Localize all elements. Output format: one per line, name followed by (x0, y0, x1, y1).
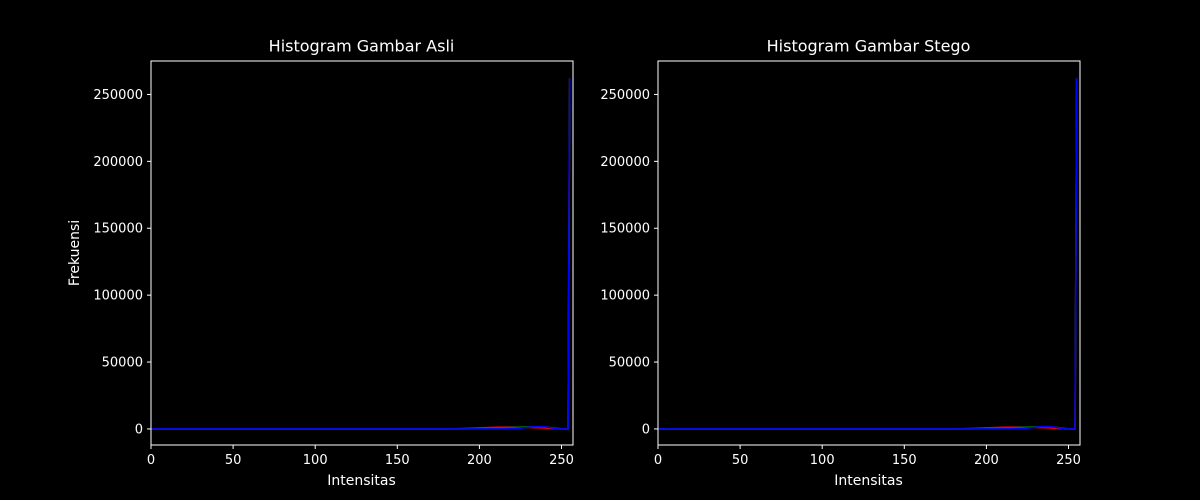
chart-stego-y-tick-label: 250000 (600, 88, 650, 103)
chart-stego-x-tick-label: 50 (732, 453, 749, 468)
chart-original-y-tick-label: 200000 (93, 155, 143, 170)
chart-original-x-tick-label: 100 (303, 453, 328, 468)
chart-original-ylabel: Frekuensi (67, 220, 83, 286)
chart-stego-title: Histogram Gambar Stego (767, 37, 971, 56)
chart-original-y-tick-label: 150000 (93, 222, 143, 237)
chart-stego-x-tick-label: 0 (654, 453, 662, 468)
chart-stego-plot-area (658, 61, 1080, 445)
chart-original-y-tick-label: 100000 (93, 289, 143, 304)
chart-original-title: Histogram Gambar Asli (269, 37, 455, 56)
chart-original-x-tick-label: 50 (225, 453, 242, 468)
chart-stego-frame (657, 60, 1081, 446)
chart-stego-y-tick-label: 50000 (609, 356, 650, 371)
chart-original-series-group (151, 78, 571, 430)
chart-stego: Histogram Gambar Stego Intensitas 0 50 100… (600, 37, 1081, 490)
chart-stego-x-tick-label: 100 (810, 453, 835, 468)
chart-stego-y-tick-label: 200000 (600, 155, 650, 170)
chart-stego-x-tick-label: 150 (892, 453, 917, 468)
chart-original-y-tick-label: 250000 (93, 88, 143, 103)
chart-stego-plot: 0 50 100 150 200 250 0 50000 100000 150000 200000 2… (600, 60, 1081, 468)
chart-original-frame (150, 60, 574, 446)
chart-stego-xlabel: Intensitas (834, 473, 903, 489)
chart-stego-series-line-2 (658, 78, 1078, 430)
chart-original-x-tick-label: 0 (147, 453, 155, 468)
chart-original-series-line-2 (151, 78, 571, 430)
chart-original-x-tick-label: 200 (467, 453, 492, 468)
chart-original-xlabel: Intensitas (327, 473, 396, 489)
chart-original-plot: 0 50 100 150 200 250 0 50000 100000 150000 200000 2… (93, 60, 574, 468)
chart-original-y-tick-label: 0 (135, 422, 143, 437)
chart-original-x-tick-label: 150 (385, 453, 410, 468)
chart-stego-y-tick-label: 100000 (600, 289, 650, 304)
chart-original-y-tick-label: 50000 (102, 356, 143, 371)
chart-stego-y-tick-label: 150000 (600, 222, 650, 237)
chart-original: Histogram Gambar Asli Intensitas Frekuen… (67, 37, 574, 490)
chart-original-plot-area (151, 61, 573, 445)
chart-stego-series-group (658, 78, 1078, 430)
chart-stego-y-tick-label: 0 (642, 422, 650, 437)
chart-stego-x-tick-label: 200 (974, 453, 999, 468)
chart-original-x-tick-label: 250 (549, 453, 574, 468)
chart-stego-x-tick-label: 250 (1056, 453, 1081, 468)
